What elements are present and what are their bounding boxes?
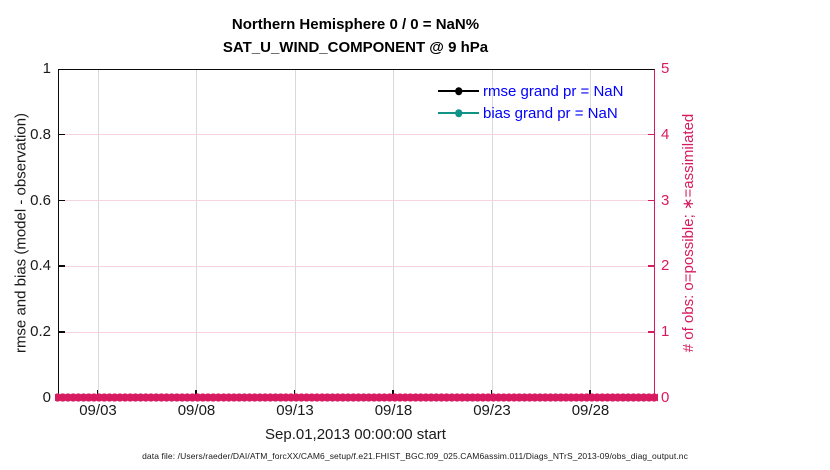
left-y-axis-label: rmse and bias (model - observation) [12,112,30,354]
data-file-caption: data file: /Users/raeder/DAI/ATM_forcXX/… [142,451,688,461]
xtick-label: 09/13 [276,402,314,419]
legend: rmse grand pr = NaN bias grand pr = NaN [438,80,623,124]
right-axis-tick [647,265,654,267]
x-gridline [393,70,394,397]
rmse-line-sample [438,87,479,95]
x-gridline [97,70,99,397]
y-gridline [58,265,654,267]
left-ytick-label: 0.8 [30,125,51,143]
x-gridline [491,70,493,397]
chart-title-block: Northern Hemisphere 0 / 0 = NaN% SAT_U_W… [57,13,654,59]
legend-item-bias: bias grand pr = NaN [438,102,623,124]
right-ytick-label: 2 [661,257,670,275]
x-gridline [196,70,197,397]
legend-item-rmse: rmse grand pr = NaN [438,80,623,102]
obs-count-zero-marker-band [54,392,658,404]
right-axis-tick [647,199,654,202]
left-axis-tick [58,331,65,333]
x-gridline [590,70,591,397]
x-axis-label: Sep.01,2013 00:00:00 start [265,426,446,443]
right-y-axis-label: # of obs: o=possible; ∗=assimilated [680,113,697,353]
xtick-label: 09/03 [79,402,117,419]
rmse-marker-dot-icon [454,87,463,95]
legend-label-bias: bias grand pr = NaN [483,104,618,122]
plot-area [54,69,658,404]
xtick-label: 09/28 [571,402,610,419]
y-gridline [58,134,654,136]
xtick-label: 09/08 [177,402,216,419]
right-ytick-label: 1 [661,323,670,341]
left-ytick-label: 0.6 [30,191,51,209]
right-axis-tick [647,331,654,333]
chart-title-line2: SAT_U_WIND_COMPONENT @ 9 hPa [222,39,489,56]
y-gridline [58,200,654,202]
right-ytick-label: 3 [661,191,670,209]
left-axis-tick [58,265,65,267]
left-ytick-label: 0.2 [30,323,51,341]
legend-label-rmse: rmse grand pr = NaN [483,82,624,100]
right-axis-tick [647,133,654,136]
chart-title-line1: Northern Hemisphere 0 / 0 = NaN% [231,16,480,33]
left-axis-tick [58,133,65,136]
bias-line-sample [438,109,479,117]
bias-marker-dot-icon [454,109,463,117]
xtick-label: 09/23 [473,402,511,419]
left-ytick-label: 0.4 [30,257,51,275]
left-axis-tick [58,199,65,202]
y-gridline [58,331,654,333]
left-ytick-label: 0 [42,389,51,406]
right-ytick-label: 0 [661,389,670,406]
right-ytick-label: 4 [661,125,670,143]
xtick-label: 09/18 [374,402,413,419]
left-ytick-label: 1 [42,60,51,77]
right-ytick-label: 5 [661,60,670,77]
x-gridline [294,70,296,397]
